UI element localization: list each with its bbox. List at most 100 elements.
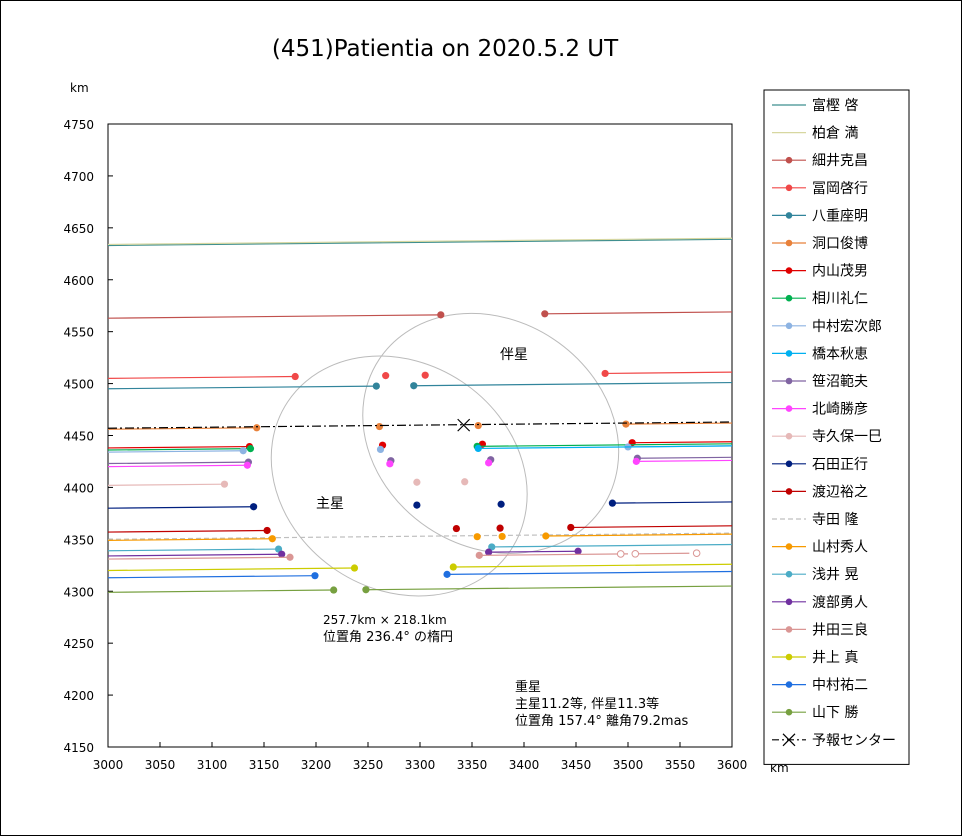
y-tick-label: 4600 [63,274,94,288]
chord-point [485,548,493,556]
chord-segment [635,552,690,555]
chord-segment [107,450,244,453]
legend-marker [785,460,793,468]
chord-segment [107,427,257,430]
x-tick-label: 3600 [717,758,748,772]
chord-point [268,535,276,543]
chord-segment [636,459,733,462]
chord-point [622,420,630,428]
chord-segment [107,448,251,451]
legend-marker [785,239,793,247]
chord-point [421,371,429,379]
chord-point [350,564,359,572]
legend-label: 細井克昌 [812,153,868,169]
chord-segment [479,553,629,556]
chord-point [485,459,493,467]
legend-marker [785,377,793,385]
legend-label: 北崎勝彦 [812,402,868,418]
chord-segment [625,422,733,425]
x-tick-label: 3150 [249,758,280,772]
chord-segment [447,570,733,575]
chord-point [372,382,380,390]
separation-label: 位置角 157.4° 離角79.2mas [515,714,689,729]
legend-marker [785,543,793,550]
chord-segment [107,532,733,540]
y-tick-label: 4250 [63,637,94,651]
x-tick-label: 3000 [93,758,124,772]
chord-segment [107,529,268,533]
chord-segment [107,238,733,247]
y-tick-label: 4200 [63,689,94,703]
legend-label: 浅井 晃 [812,567,858,583]
plot-frame [107,123,733,748]
chord-point [601,369,609,378]
chord-point [330,586,338,594]
legend-label: 笹沼範夫 [812,373,868,390]
chord-segment [107,483,225,486]
chord-segment [107,567,355,572]
legend-label: 相川礼仁 [812,291,868,307]
chord-point [239,447,247,455]
legend: 富樫 啓柏倉 満細井克昌冨岡啓行八重座明洞口俊博内山茂男相川礼仁中村宏次郎橋本秋… [763,89,910,765]
legend-label: 八重座明 [812,208,868,224]
chord-point [452,524,460,533]
legend-marker [785,488,793,495]
chord-segment [570,525,733,529]
chord-point [567,523,575,532]
legend-marker [782,733,796,747]
legend-label: 渡部勇人 [812,595,868,611]
chord-segment [107,506,254,509]
legend-marker [785,708,793,716]
legend-label: 井田三良 [812,622,868,638]
chord-segment [365,585,733,591]
chord-point [437,311,445,319]
chord-point [410,382,418,390]
y-tick-label: 4750 [63,118,94,132]
legend-marker [785,432,793,440]
legend-marker [785,626,793,633]
legend-label: 洞口俊博 [812,235,868,252]
legend-label: 富樫 啓 [812,97,858,114]
chord-segment [107,314,441,319]
y-tick-label: 4650 [63,222,94,236]
chord-segment [107,556,291,560]
chord-point [474,444,482,453]
chord-point [413,501,421,509]
legend-marker [785,681,793,688]
y-tick-label: 4450 [63,430,94,444]
chord-point [278,550,286,558]
chord-point [274,545,283,553]
chord-segment [107,237,733,246]
chord-segment [453,563,733,568]
chord-open-point [631,549,640,558]
double-star-label: 重星 [515,679,541,695]
outline-ellipse [270,355,528,597]
chord-point [608,499,617,507]
chord-segment [413,381,733,387]
ellipse-angle-label: 位置角 236.4° の楕円 [323,630,453,645]
x-tick-label: 3300 [405,758,436,772]
legend-label: 渡辺裕之 [812,484,868,500]
primary-label: 主星 [316,496,344,512]
chord-point [496,524,504,532]
legend-label: 柏倉 満 [812,126,858,142]
chord-segment [488,550,579,553]
chord-segment [545,533,733,537]
chord-segment [637,456,733,459]
chord-point [250,503,258,511]
chord-segment [612,501,733,504]
chart-title: (451)Patientia on 2020.5.2 UT [272,36,619,62]
legend-label: 井上 真 [812,650,858,666]
x-tick-label: 3100 [197,758,228,772]
legend-label: 橋本秋恵 [812,346,868,362]
chord-point [286,553,294,561]
outline-ellipse [362,312,620,554]
chord-point [386,460,394,468]
chord-point [291,372,299,381]
chord-point [413,478,421,486]
chord-point [246,445,255,453]
legend-marker [785,322,793,330]
x-tick-label: 3450 [561,758,592,772]
chord-open-point [616,550,625,558]
legend-marker [785,598,793,606]
